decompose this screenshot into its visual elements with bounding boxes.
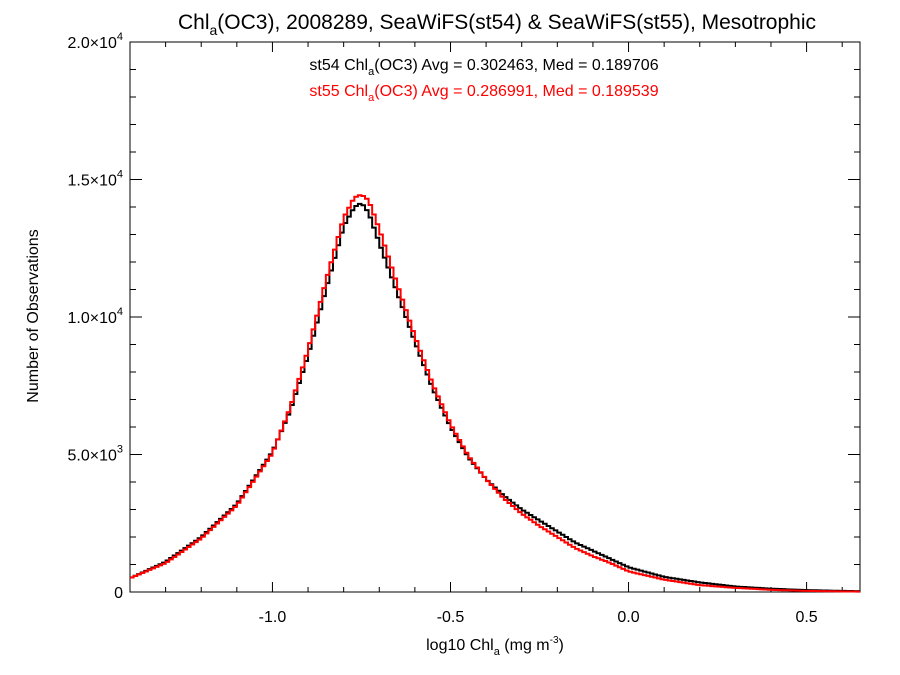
legend-entry-st54: st54 Chla(OC3) Avg = 0.302463, Med = 0.1… [309,57,658,78]
y-tick-label: 5.0×103 [67,444,123,465]
series-layer [130,194,860,593]
x-tick-label: -0.5 [437,609,465,626]
x-tick-label: -1.0 [259,609,287,626]
chart-title: Chla(OC3), 2008289, SeaWiFS(st54) & SeaW… [178,11,816,38]
y-tick-label: 1.5×104 [67,169,123,190]
x-axis-label: log10 Chla (mg m-3) [426,635,564,658]
legend-entry-st55: st55 Chla(OC3) Avg = 0.286991, Med = 0.1… [309,83,658,104]
y-tick-label: 2.0×104 [67,31,123,52]
x-tick-label: 0.0 [617,609,639,626]
y-tick-label: 0 [114,585,123,602]
x-tick-label: 0.5 [795,609,817,626]
y-axis-tick-labels: 0 5.0×103 1.0×104 1.5×104 2.0×104 [67,31,123,602]
y-tick-label: 1.0×104 [67,306,123,327]
x-axis-tick-labels: -1.0 -0.5 0.0 0.5 [259,609,818,626]
y-axis-label: Number of Observations [25,229,42,402]
series-st54-line [130,202,860,593]
series-st55-line [130,194,860,593]
